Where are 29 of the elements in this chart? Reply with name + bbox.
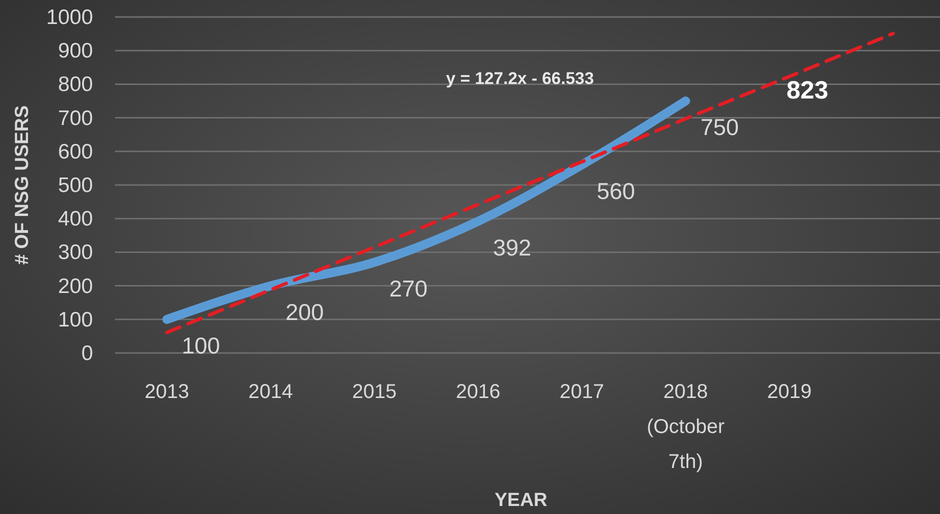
x-tick-label: 2014 xyxy=(248,381,293,403)
x-axis-title: YEAR xyxy=(494,490,548,511)
data-label: 750 xyxy=(700,114,739,140)
line-series xyxy=(165,32,895,334)
annotation: y = 127.2x - 66.533 xyxy=(446,69,594,88)
y-tick-label: 0 xyxy=(81,342,93,365)
data-label: 823 xyxy=(786,76,828,104)
y-axis-title: # OF NSG USERS xyxy=(12,105,33,265)
data-label: 100 xyxy=(182,332,220,358)
y-tick-label: 1000 xyxy=(46,6,93,29)
x-tick-label: 2017 xyxy=(560,381,604,403)
x-tick-label: 2015 xyxy=(352,381,397,403)
y-tick-label: 200 xyxy=(58,274,93,298)
x-tick-label: 2013 xyxy=(144,381,190,403)
y-tick-label: 300 xyxy=(58,241,93,264)
x-tick-label: 2019 xyxy=(767,381,812,403)
y-tick-label: 600 xyxy=(58,140,93,164)
x-tick-label: 2018 (October 7th) xyxy=(646,381,725,473)
y-tick-label: 900 xyxy=(58,40,93,63)
y-tick-label: 700 xyxy=(58,106,93,130)
data-label: 392 xyxy=(492,234,532,260)
y-tick-label: 500 xyxy=(58,174,93,197)
y-tick-label: 100 xyxy=(58,308,93,332)
y-tick-label: 800 xyxy=(58,73,93,96)
data-label: 200 xyxy=(285,298,324,325)
data-label: 270 xyxy=(389,275,428,302)
data-label: 560 xyxy=(596,178,636,204)
y-tick-label: 400 xyxy=(58,208,93,231)
x-tick-label: 2016 xyxy=(456,381,500,403)
